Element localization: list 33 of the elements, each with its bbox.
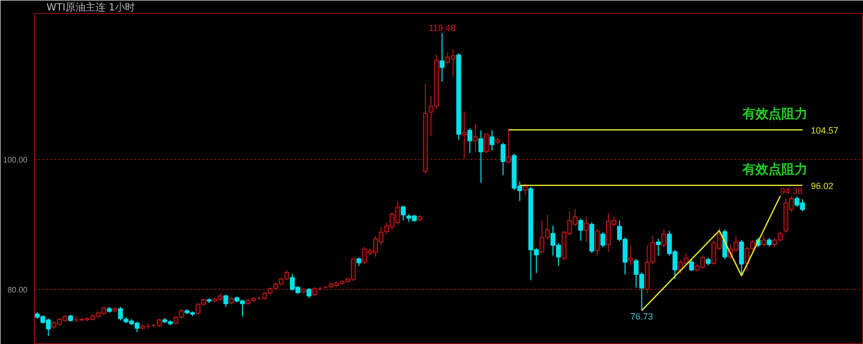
candlestick bbox=[761, 234, 766, 247]
candlestick bbox=[656, 238, 661, 256]
candlestick bbox=[440, 32, 445, 82]
annotation: 有效点阻力 bbox=[741, 161, 808, 178]
candlestick bbox=[661, 228, 666, 248]
candlestick bbox=[400, 205, 406, 222]
chart-title: WTI原油主连 1小时 bbox=[46, 2, 135, 14]
candlestick bbox=[484, 133, 489, 154]
candlestick bbox=[689, 260, 694, 272]
candlestick bbox=[462, 111, 467, 159]
candlestick bbox=[478, 130, 484, 184]
candlestick bbox=[306, 288, 312, 298]
annotation: 119.48 bbox=[428, 23, 456, 34]
candlestick bbox=[467, 128, 472, 154]
candlestick bbox=[490, 130, 494, 151]
text: 104.57 bbox=[810, 125, 838, 136]
candlestick bbox=[584, 216, 589, 242]
candlestick bbox=[578, 218, 584, 242]
candlestick bbox=[600, 232, 606, 248]
candlestick bbox=[628, 244, 634, 266]
candlestick bbox=[594, 228, 600, 256]
candlestick bbox=[472, 123, 478, 152]
annotation: 94.38 bbox=[780, 186, 803, 196]
annotation: 76.73 bbox=[630, 312, 653, 322]
y-tick-label: 80.00 bbox=[7, 285, 28, 294]
candlestick bbox=[223, 294, 228, 308]
candlestick bbox=[506, 129, 512, 164]
line-series bbox=[641, 195, 781, 312]
annotation: 有效点阻力 bbox=[741, 106, 808, 122]
candlestick bbox=[739, 240, 744, 276]
y-tick-label: 100.00 bbox=[3, 156, 28, 165]
text: 96.02 bbox=[810, 180, 834, 191]
candlestick bbox=[500, 142, 506, 176]
